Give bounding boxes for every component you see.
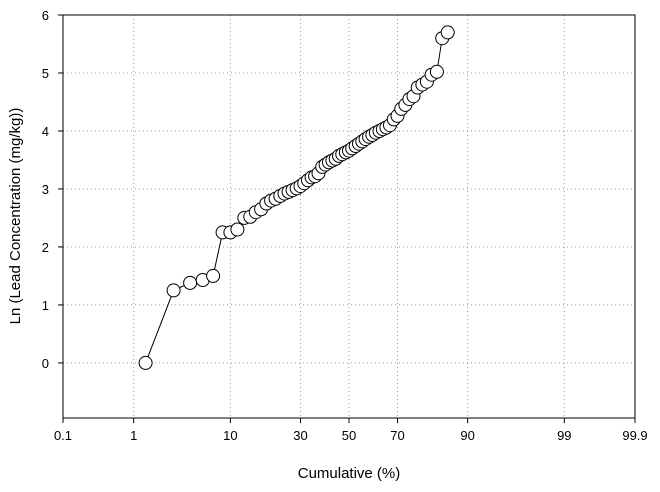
x-tick-label: 10 [223,428,237,443]
x-tick-label: 1 [130,428,137,443]
data-point [138,355,153,370]
y-tick-label: 4 [42,124,49,139]
x-tick-label: 0.1 [54,428,72,443]
x-tick-label: 50 [342,428,356,443]
data-point [206,268,221,283]
x-axis: 0.1 1 10 30 50 70 90 99 99.9 [54,418,648,443]
y-axis-title: Ln (Lead Concentration (mg/kg)) [7,108,24,325]
y-tick-label: 1 [42,298,49,313]
y-axis: 0 1 2 3 4 5 6 [42,8,63,371]
x-axis-title: Cumulative (%) [298,465,401,482]
y-tick-label: 5 [42,66,49,81]
data-point [230,222,245,237]
data-point [440,25,455,40]
x-tick-label: 90 [460,428,474,443]
data-point [166,283,181,298]
x-tick-label: 99.9 [622,428,647,443]
x-tick-label: 30 [293,428,307,443]
x-tick-label: 70 [390,428,404,443]
y-tick-label: 6 [42,8,49,23]
y-tick-label: 3 [42,182,49,197]
data-points [138,25,455,370]
data-point [183,275,198,290]
y-tick-label: 0 [42,356,49,371]
x-tick-label: 99 [557,428,571,443]
y-tick-label: 2 [42,240,49,255]
data-point [429,64,444,79]
